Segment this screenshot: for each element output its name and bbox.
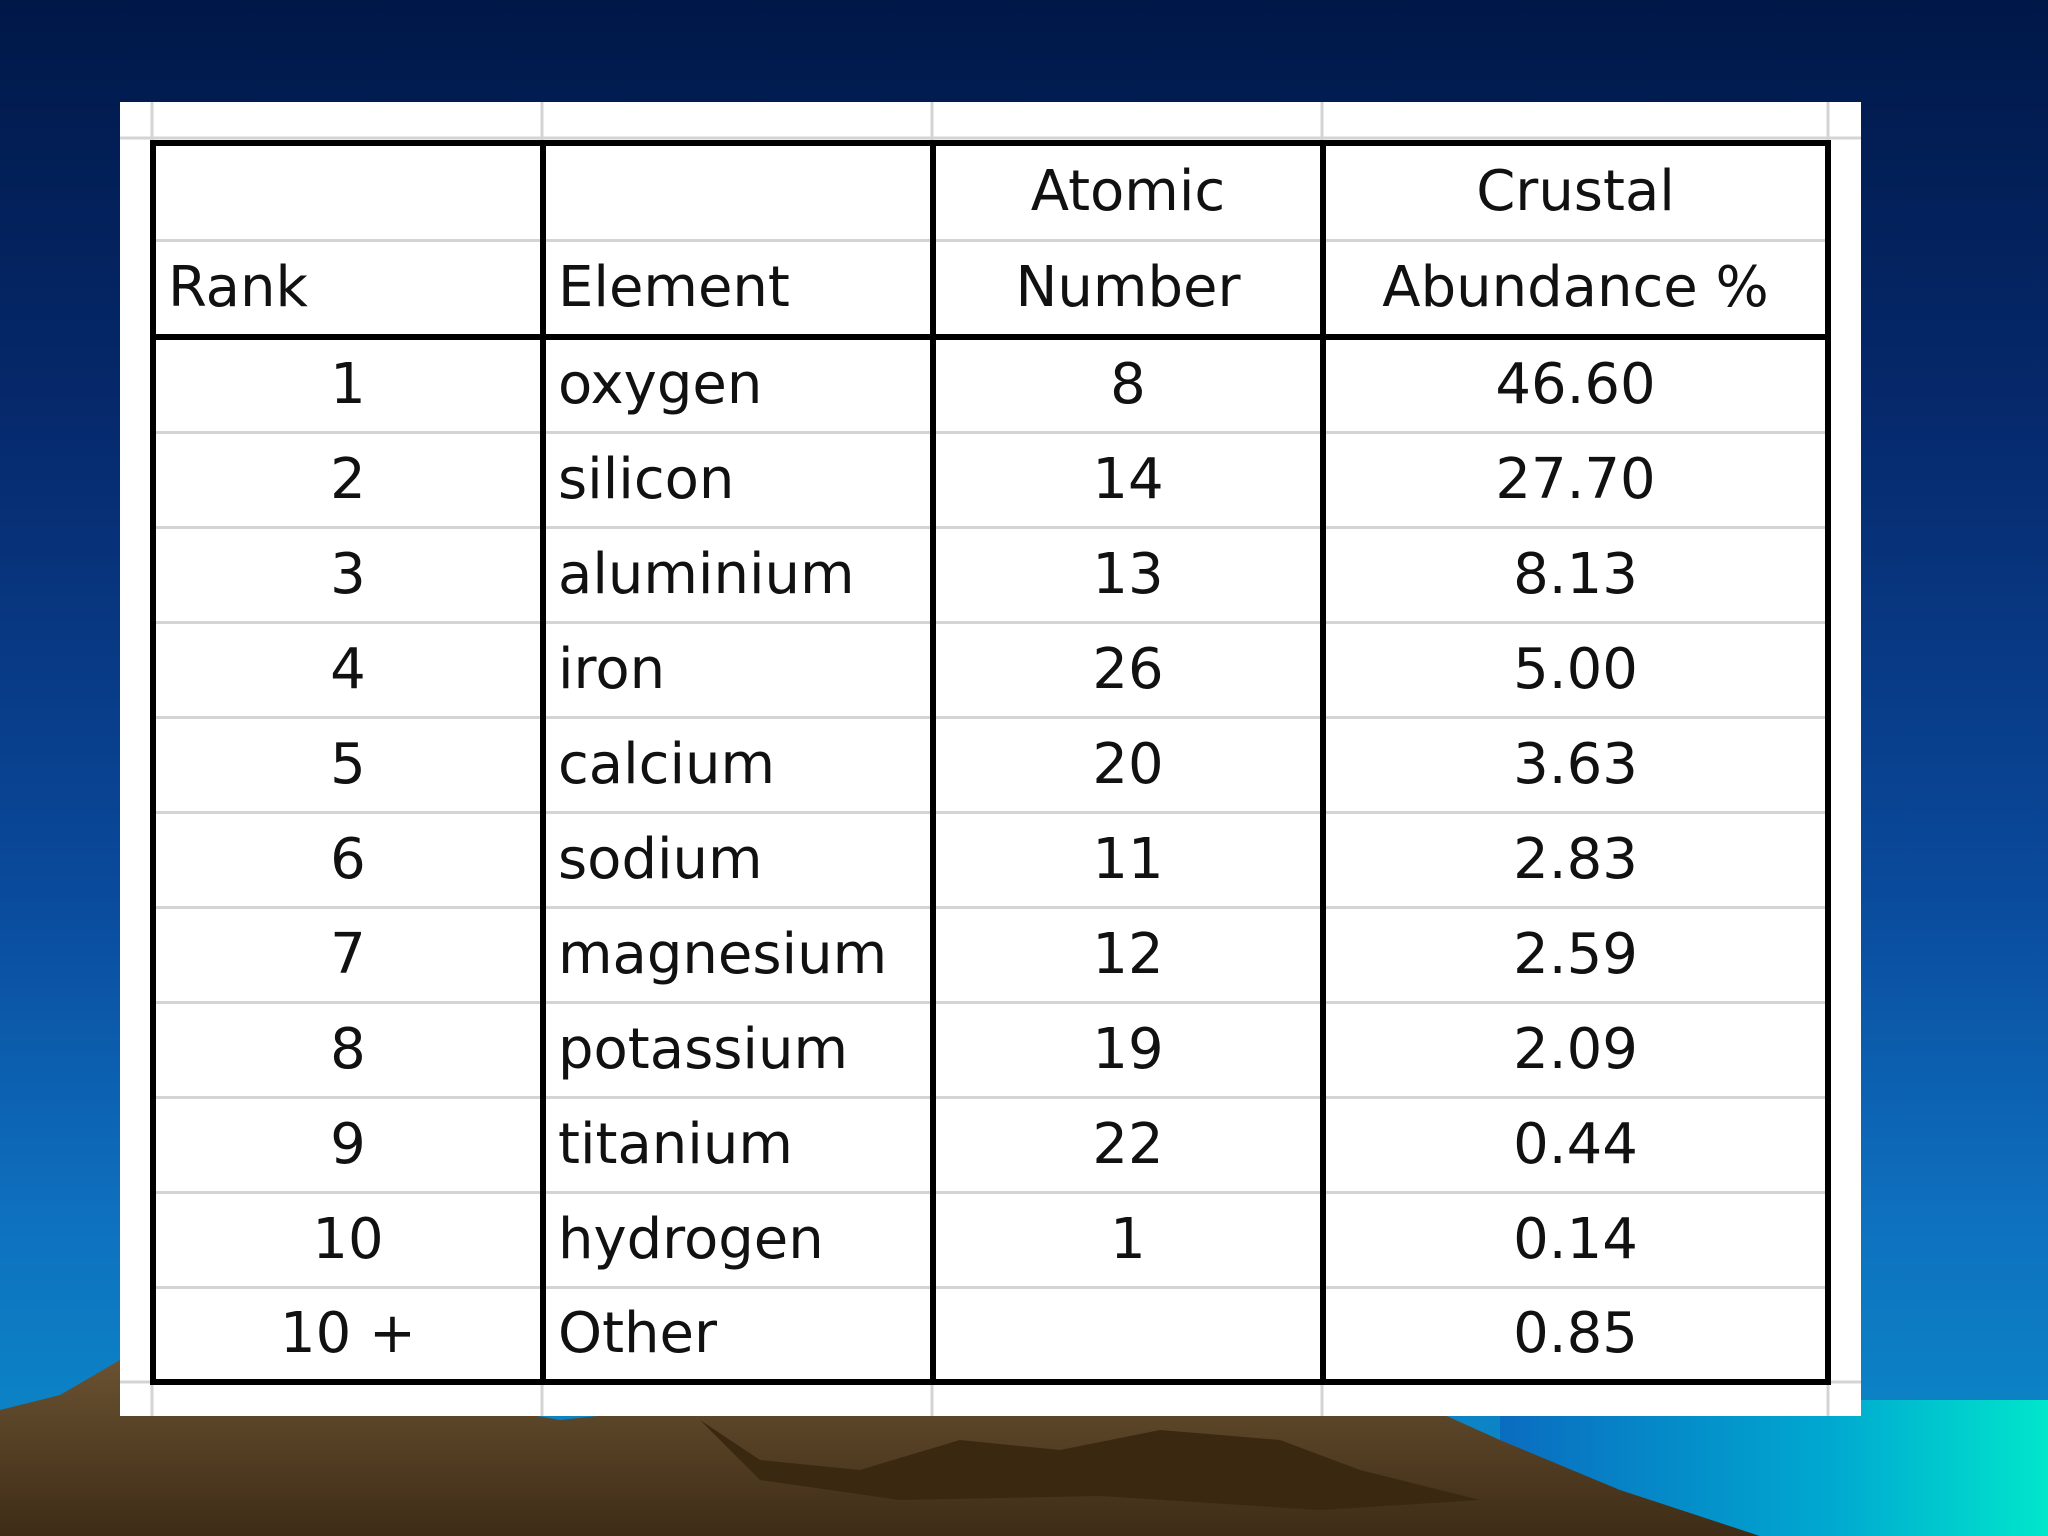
header-abundance: Abundance % — [1320, 238, 1831, 340]
atomic-number-cell — [930, 1285, 1326, 1385]
table-header: Atomic Crustal Rank Element Number Abund… — [150, 140, 1831, 340]
abundance-cell: 5.00 — [1320, 620, 1831, 719]
table-row: 4 iron 26 5.00 — [150, 620, 1831, 719]
header-element: Element — [540, 238, 936, 340]
header-element-top — [540, 140, 936, 242]
element-cell: titanium — [540, 1095, 936, 1194]
element-cell: potassium — [540, 1000, 936, 1099]
element-cell: sodium — [540, 810, 936, 909]
abundance-cell: 46.60 — [1320, 335, 1831, 434]
rank-cell: 6 — [150, 810, 546, 909]
table-row: 1 oxygen 8 46.60 — [150, 335, 1831, 434]
header-row-top: Atomic Crustal — [150, 140, 1831, 242]
rank-cell: 8 — [150, 1000, 546, 1099]
element-cell: iron — [540, 620, 936, 719]
atomic-number-cell: 12 — [930, 905, 1326, 1004]
abundance-cell: 27.70 — [1320, 430, 1831, 529]
atomic-number-cell: 1 — [930, 1190, 1326, 1289]
rank-cell: 5 — [150, 715, 546, 814]
atomic-number-cell: 22 — [930, 1095, 1326, 1194]
rank-cell: 3 — [150, 525, 546, 624]
element-cell: Other — [540, 1285, 936, 1385]
rank-cell: 4 — [150, 620, 546, 719]
table-row: 5 calcium 20 3.63 — [150, 715, 1831, 814]
table-row: 6 sodium 11 2.83 — [150, 810, 1831, 909]
abundance-cell: 8.13 — [1320, 525, 1831, 624]
abundance-cell: 0.85 — [1320, 1285, 1831, 1385]
header-rank: Rank — [150, 238, 546, 340]
header-atomic-top: Atomic — [930, 140, 1326, 242]
table-body: 1 oxygen 8 46.60 2 silicon 14 27.70 3 al… — [150, 335, 1831, 1385]
spreadsheet-sheet: Atomic Crustal Rank Element Number Abund… — [120, 102, 1861, 1416]
rank-cell: 10 — [150, 1190, 546, 1289]
element-cell: aluminium — [540, 525, 936, 624]
abundance-cell: 0.44 — [1320, 1095, 1831, 1194]
element-cell: calcium — [540, 715, 936, 814]
rank-cell: 1 — [150, 335, 546, 434]
header-row-bottom: Rank Element Number Abundance % — [150, 238, 1831, 340]
header-atomic-number: Number — [930, 238, 1326, 340]
rank-cell: 7 — [150, 905, 546, 1004]
table-row: 3 aluminium 13 8.13 — [150, 525, 1831, 624]
rank-cell: 10 + — [150, 1285, 546, 1385]
header-crustal-top: Crustal — [1320, 140, 1831, 242]
table-row: 8 potassium 19 2.09 — [150, 1000, 1831, 1099]
abundance-cell: 2.83 — [1320, 810, 1831, 909]
element-cell: hydrogen — [540, 1190, 936, 1289]
crustal-abundance-table: Atomic Crustal Rank Element Number Abund… — [150, 140, 1831, 1385]
abundance-cell: 0.14 — [1320, 1190, 1831, 1289]
header-rank-top — [150, 140, 546, 242]
abundance-cell: 2.09 — [1320, 1000, 1831, 1099]
table-row: 9 titanium 22 0.44 — [150, 1095, 1831, 1194]
element-cell: oxygen — [540, 335, 936, 434]
rank-cell: 9 — [150, 1095, 546, 1194]
abundance-cell: 3.63 — [1320, 715, 1831, 814]
mountain-shadow — [700, 1420, 1480, 1510]
table-row: 10 hydrogen 1 0.14 — [150, 1190, 1831, 1289]
table-row: 7 magnesium 12 2.59 — [150, 905, 1831, 1004]
element-cell: silicon — [540, 430, 936, 529]
atomic-number-cell: 14 — [930, 430, 1326, 529]
atomic-number-cell: 20 — [930, 715, 1326, 814]
atomic-number-cell: 26 — [930, 620, 1326, 719]
atomic-number-cell: 13 — [930, 525, 1326, 624]
table-row: 10 + Other 0.85 — [150, 1285, 1831, 1385]
abundance-cell: 2.59 — [1320, 905, 1831, 1004]
element-cell: magnesium — [540, 905, 936, 1004]
atomic-number-cell: 19 — [930, 1000, 1326, 1099]
table-row: 2 silicon 14 27.70 — [150, 430, 1831, 529]
atomic-number-cell: 11 — [930, 810, 1326, 909]
rank-cell: 2 — [150, 430, 546, 529]
atomic-number-cell: 8 — [930, 335, 1326, 434]
